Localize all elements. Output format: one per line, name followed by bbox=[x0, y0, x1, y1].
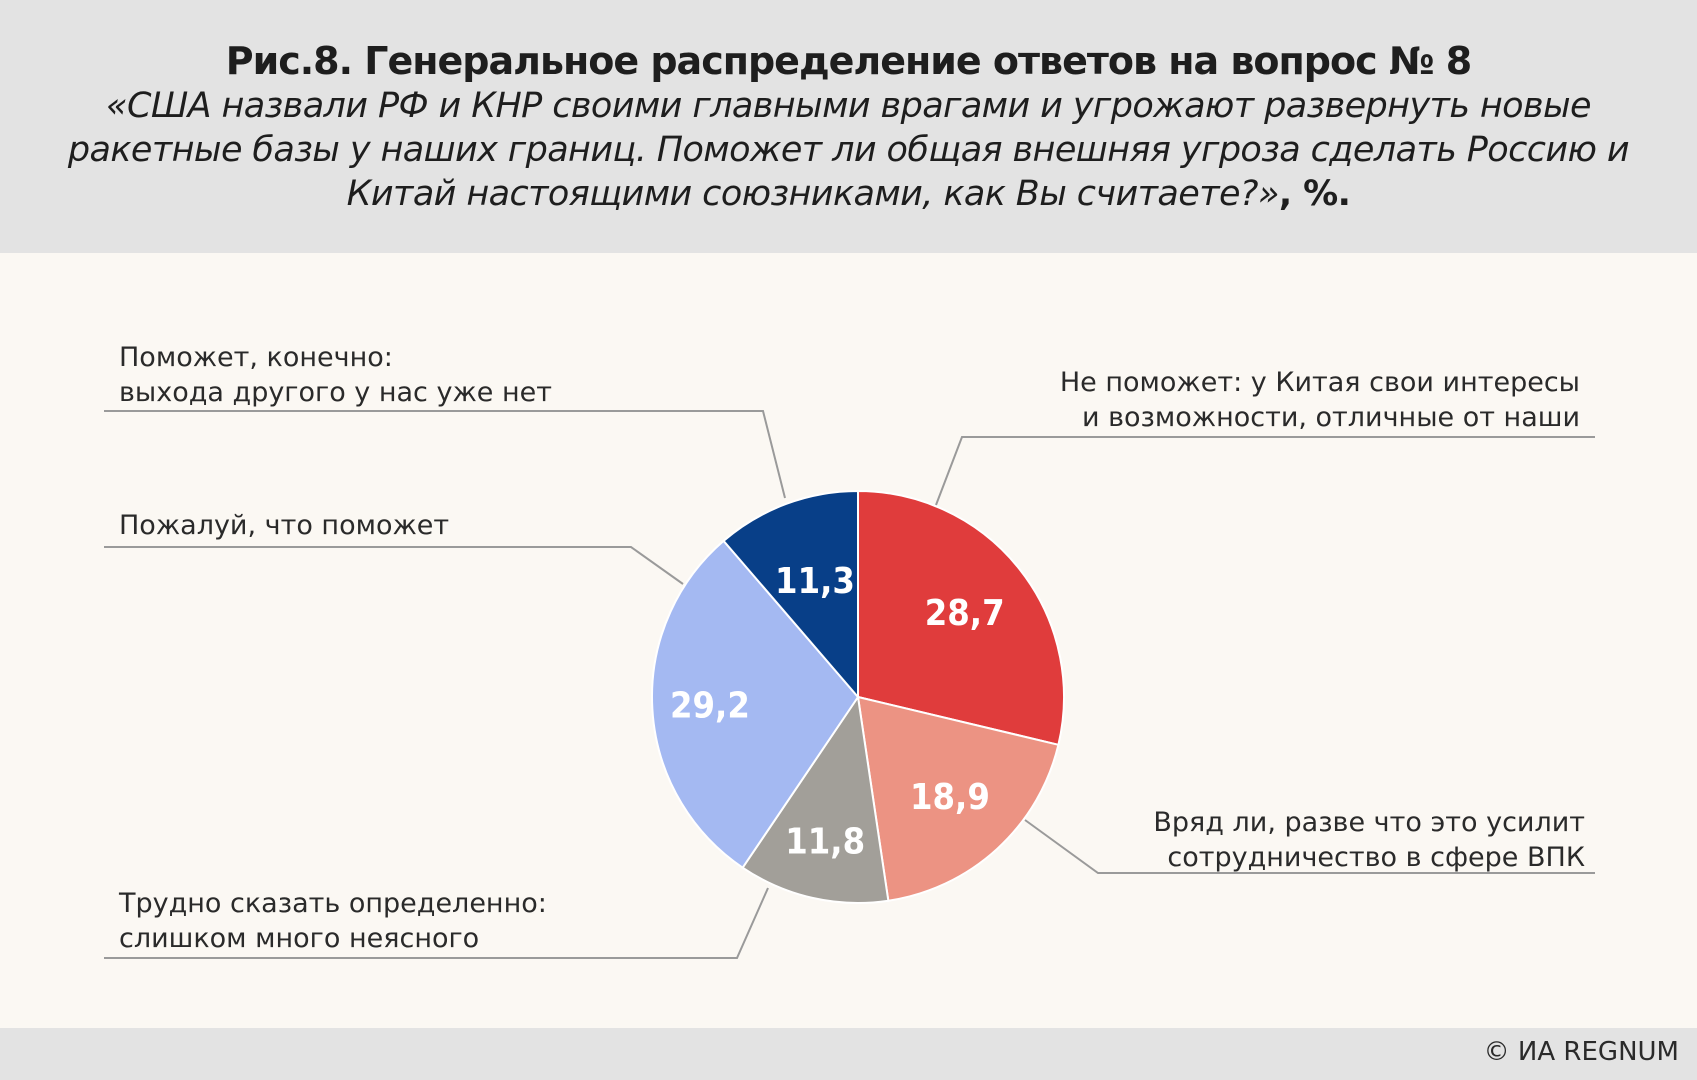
leader-ne-pomozhet bbox=[935, 436, 1595, 506]
value-ne-pomozhet: 28,7 bbox=[925, 593, 1005, 634]
label-ne-pomozhet: Не поможет: у Китая свои интересы и возм… bbox=[1059, 367, 1580, 433]
label-vryad-li: Вряд ли, разве что это усилит сотрудниче… bbox=[1153, 807, 1585, 873]
chart-title: Рис.8. Генеральное распределение ответов… bbox=[225, 39, 1473, 83]
value-pomozhet-konechno: 11,3 bbox=[775, 561, 855, 602]
copyright: © ИА REGNUM bbox=[1483, 1037, 1679, 1067]
slice-pomozhet-konechno bbox=[722, 489, 859, 700]
slice-ne-pomozhet bbox=[857, 489, 1065, 747]
value-vryad-li: 18,9 bbox=[910, 777, 990, 818]
subtitle-unit: , %. bbox=[1278, 174, 1351, 214]
value-pozhaluy: 29,2 bbox=[670, 686, 750, 727]
leader-trudno-skazat bbox=[104, 887, 769, 959]
leader-pomozhet-konechno bbox=[104, 410, 786, 499]
value-trudno-skazat: 11,8 bbox=[785, 822, 865, 863]
leader-vryad-li bbox=[1024, 819, 1595, 874]
header-band bbox=[0, 0, 1697, 253]
slice-pozhaluy bbox=[651, 539, 860, 870]
chart-subtitle: «США назвали РФ и КНР своими главными вр… bbox=[60, 84, 1637, 216]
subtitle-question: «США назвали РФ и КНР своими главными вр… bbox=[67, 86, 1630, 214]
slice-trudno-skazat bbox=[741, 694, 890, 904]
slice-vryad-li bbox=[856, 695, 1060, 902]
footer-band bbox=[0, 1028, 1697, 1080]
label-pozhaluy: Пожалуй, что поможет bbox=[119, 510, 450, 541]
label-trudno-skazat: Трудно сказать определенно: слишком мног… bbox=[119, 888, 547, 954]
leader-pozhaluy bbox=[104, 546, 684, 585]
label-pomozhet-konechno: Поможет, конечно: выхода другого у нас у… bbox=[119, 342, 552, 408]
